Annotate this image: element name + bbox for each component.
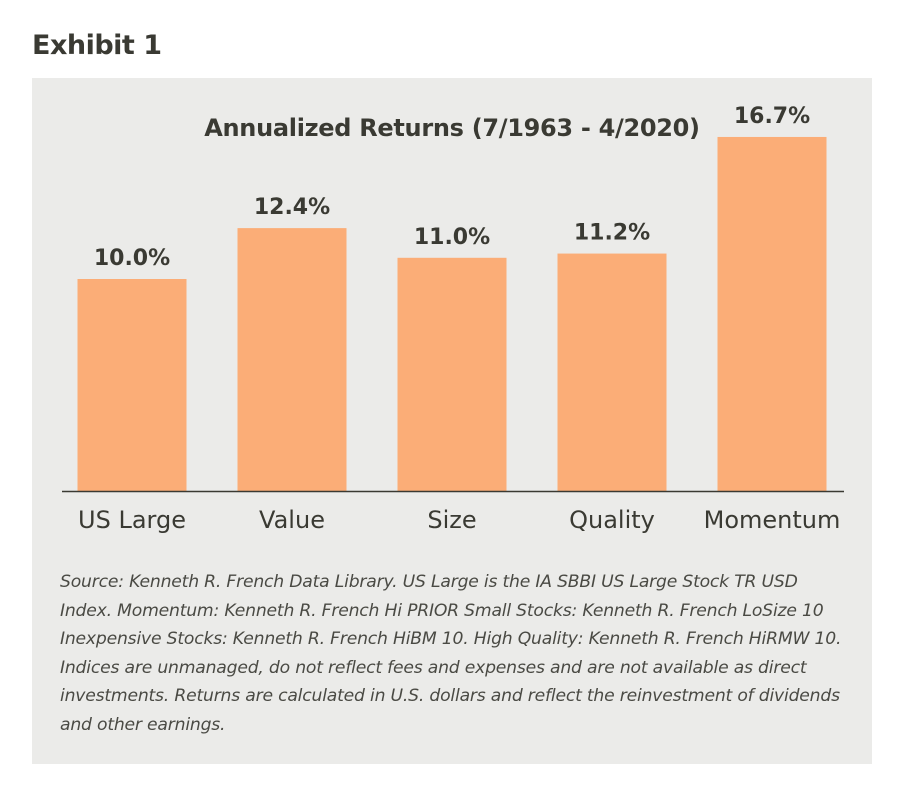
- bar-momentum: [717, 136, 827, 491]
- category-label: US Large: [78, 506, 186, 534]
- category-label: Value: [259, 506, 325, 534]
- source-note: Source: Kenneth R. French Data Library. …: [60, 572, 842, 735]
- data-label: 12.4%: [254, 195, 330, 220]
- data-label: 16.7%: [734, 104, 810, 129]
- category-label: Momentum: [704, 506, 841, 534]
- bar-value: [237, 228, 347, 491]
- bar-us-large: [77, 279, 187, 491]
- bar-chart: 10.0% US Large 12.4% Value 11.0% Size 11.2% Qua…: [62, 104, 844, 534]
- data-label: 10.0%: [94, 246, 170, 271]
- chart-title: Annualized Returns (7/1963 - 4/2020): [204, 114, 700, 142]
- category-label: Size: [427, 506, 476, 534]
- exhibit-label: Exhibit 1: [32, 30, 162, 61]
- bar-quality: [557, 253, 667, 491]
- data-label: 11.0%: [414, 225, 490, 250]
- category-label: Quality: [569, 506, 655, 534]
- data-label: 11.2%: [574, 221, 650, 246]
- bar-size: [397, 257, 507, 491]
- chart-panel: Annualized Returns (7/1963 - 4/2020) 10.…: [32, 78, 872, 764]
